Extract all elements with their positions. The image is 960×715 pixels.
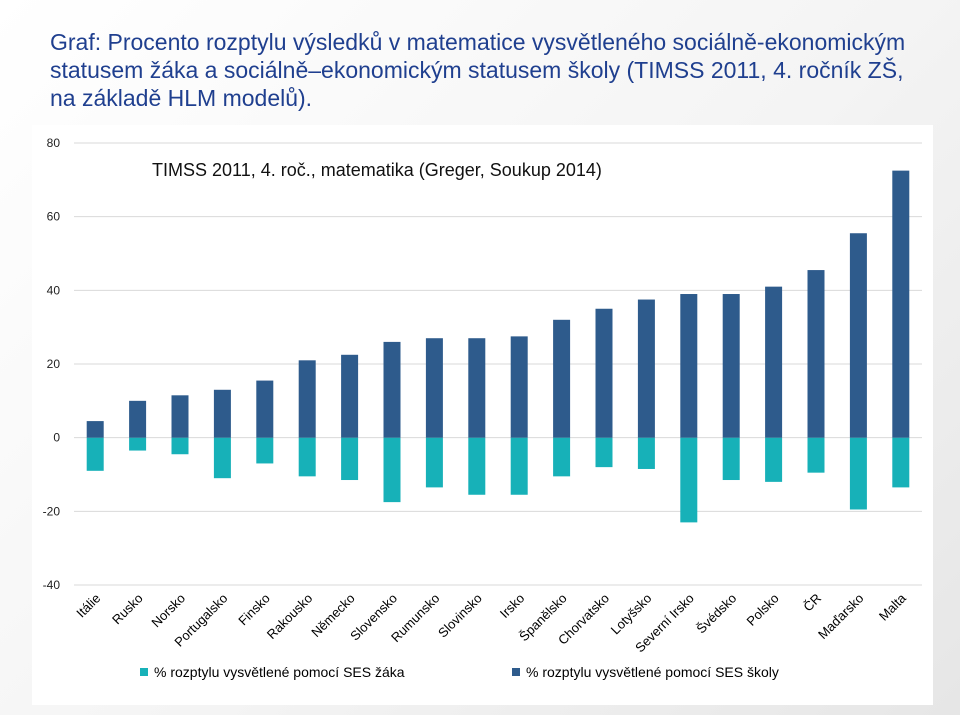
x-category-label: Norsko	[148, 591, 188, 631]
bar-student-ses-1	[129, 437, 147, 451]
y-tick-label: -20	[43, 504, 61, 518]
bar-school-ses-0	[86, 421, 104, 438]
x-category-label: Itálie	[73, 591, 103, 621]
bar-school-ses-7	[383, 341, 401, 438]
x-category-label: Rusko	[109, 591, 146, 628]
bar-school-ses-6	[341, 354, 359, 438]
bar-school-ses-12	[595, 308, 613, 438]
bar-school-ses-18	[849, 233, 867, 438]
bar-school-ses-9	[468, 338, 486, 438]
bar-school-ses-15	[722, 294, 740, 438]
bar-student-ses-16	[765, 437, 783, 482]
chart-area: 80 60 40 20 0 -20 -40 TIMSS 2011, 4. roč., mat…	[32, 125, 933, 705]
x-category-label: Malta	[876, 590, 910, 624]
y-tick-label: 0	[53, 431, 60, 445]
bar-school-ses-10	[510, 336, 528, 438]
x-category-label: Irsko	[497, 591, 528, 622]
y-tick-label: 80	[47, 136, 61, 150]
bars	[86, 170, 910, 523]
x-category-label: ČR	[800, 591, 824, 615]
bar-student-ses-18	[849, 437, 867, 510]
bar-student-ses-10	[510, 437, 528, 495]
bar-student-ses-12	[595, 437, 613, 468]
page-title: Graf: Procento rozptylu výsledků v matem…	[50, 29, 906, 111]
bar-student-ses-0	[86, 437, 104, 471]
y-tick-label: 60	[47, 210, 61, 224]
y-tick-label: 40	[47, 283, 61, 297]
legend-label-student-ses: % rozptylu vysvětlené pomocí SES žáka	[154, 664, 405, 680]
legend-item-school-ses: % rozptylu vysvětlené pomocí SES školy	[512, 664, 779, 680]
bar-school-ses-11	[553, 319, 571, 438]
bar-school-ses-14	[680, 294, 698, 438]
bar-school-ses-8	[425, 338, 443, 438]
bar-student-ses-15	[722, 437, 740, 481]
bar-school-ses-19	[892, 170, 910, 438]
x-category-label: Maďarsko	[815, 591, 867, 643]
bar-school-ses-17	[807, 270, 825, 438]
bar-school-ses-3	[213, 389, 231, 438]
legend-label-school-ses: % rozptylu vysvětlené pomocí SES školy	[526, 664, 779, 680]
bar-student-ses-19	[892, 437, 910, 488]
y-tick-label: 20	[47, 357, 61, 371]
bar-school-ses-5	[298, 360, 316, 438]
x-category-label: Slovinsko	[435, 591, 485, 641]
bar-student-ses-17	[807, 437, 825, 473]
chart-title: TIMSS 2011, 4. roč., matematika (Greger,…	[152, 160, 602, 180]
bar-chart: 80 60 40 20 0 -20 -40 TIMSS 2011, 4. roč., mat…	[43, 136, 922, 655]
bar-student-ses-2	[171, 437, 189, 455]
bar-student-ses-4	[256, 437, 274, 464]
bar-school-ses-4	[256, 380, 274, 438]
bar-school-ses-1	[129, 400, 147, 438]
y-tick-label: -40	[43, 578, 61, 592]
bar-student-ses-3	[213, 437, 231, 479]
x-category-label: Polsko	[744, 591, 782, 629]
bar-student-ses-13	[637, 437, 655, 469]
bar-student-ses-14	[680, 437, 698, 523]
x-category-label: Švédsko	[693, 591, 739, 637]
bar-student-ses-6	[341, 437, 359, 481]
bar-school-ses-16	[765, 286, 783, 438]
bar-student-ses-11	[553, 437, 571, 477]
bar-student-ses-7	[383, 437, 401, 503]
legend-item-student-ses: % rozptylu vysvětlené pomocí SES žáka	[140, 664, 405, 680]
gridlines	[74, 142, 922, 586]
bar-student-ses-9	[468, 437, 486, 495]
x-category-label: Finsko	[235, 591, 273, 629]
chart-legend: % rozptylu vysvětlené pomocí SES žáka % …	[140, 664, 940, 682]
x-category-label: Rakousko	[264, 591, 315, 642]
legend-swatch-student-ses	[140, 668, 148, 676]
bar-school-ses-2	[171, 395, 189, 438]
y-axis-ticks: 80 60 40 20 0 -20 -40	[43, 136, 61, 592]
legend-swatch-school-ses	[512, 668, 520, 676]
bar-student-ses-8	[425, 437, 443, 488]
bar-school-ses-13	[637, 299, 655, 438]
bar-student-ses-5	[298, 437, 316, 477]
